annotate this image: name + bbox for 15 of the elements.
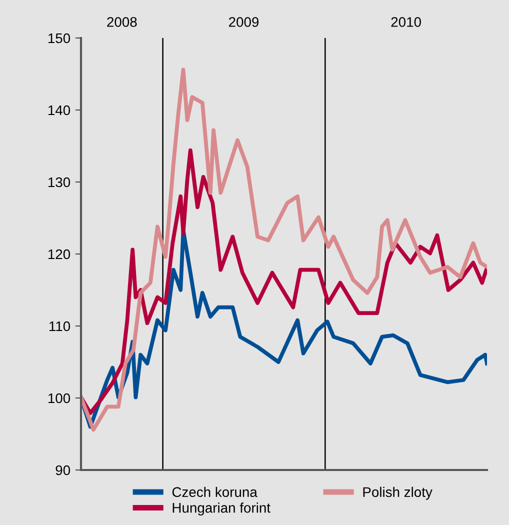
line-series: [81, 68, 487, 432]
y-tick-label: 90: [56, 465, 70, 476]
y-tick-label: 140: [48, 105, 70, 116]
y-tick-label: 110: [49, 321, 70, 332]
legend-label: Czech koruna: [172, 486, 258, 498]
x-tick-label: 2008: [107, 17, 137, 27]
y-tick-label: 120: [48, 249, 70, 260]
line-series: [81, 148, 487, 416]
y-tick-label: 150: [48, 33, 70, 44]
legend-label: Hungarian forint: [172, 502, 270, 516]
y-tick-label: 130: [48, 177, 70, 188]
y-tick-label: 100: [48, 393, 70, 404]
x-tick-label: 2009: [229, 17, 259, 27]
legend-label: Polish zloty: [363, 486, 432, 500]
x-tick-label: 2010: [391, 17, 421, 27]
